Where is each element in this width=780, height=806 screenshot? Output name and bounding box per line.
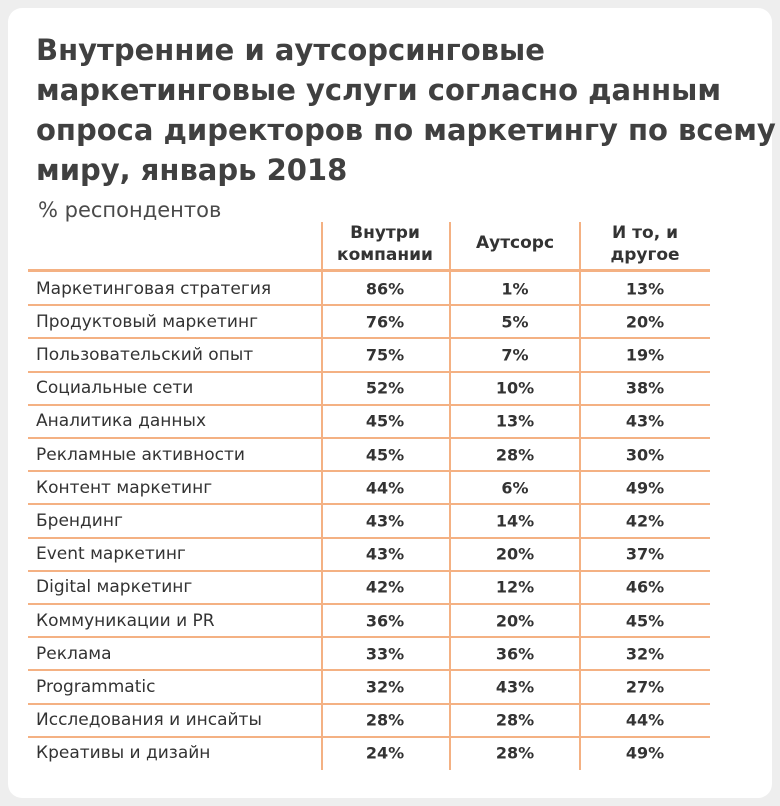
row-label: Аналитика данных: [36, 411, 206, 432]
row-label: Креативы и дизайн: [36, 743, 211, 764]
cell-value: 12%: [495, 577, 535, 597]
cell-value: 13%: [495, 411, 535, 431]
cell-value: 44%: [625, 710, 665, 730]
column-divider: [321, 222, 323, 770]
column-header: Внутри: [350, 223, 420, 243]
cell-value: 75%: [365, 345, 405, 365]
cell-value: 6%: [501, 478, 529, 498]
cell-value: 45%: [625, 611, 665, 631]
row-rule: [28, 569, 710, 572]
cell-value: 42%: [625, 511, 665, 531]
cell-value: 28%: [365, 710, 405, 730]
row-rule: [28, 669, 710, 672]
row-label: Реклама: [36, 643, 112, 664]
row-rule: [28, 337, 710, 340]
cell-value: 43%: [625, 411, 665, 431]
cell-value: 43%: [365, 511, 405, 531]
row-label: Продуктовый маркетинг: [36, 311, 259, 332]
cell-value: 52%: [365, 378, 405, 398]
cell-value: 36%: [495, 644, 535, 664]
row-label: Programmatic: [36, 677, 156, 697]
cell-value: 19%: [625, 345, 665, 365]
cell-value: 32%: [625, 644, 665, 664]
column-divider: [579, 222, 581, 770]
column-header: И то, и: [612, 223, 678, 243]
cell-value: 33%: [365, 644, 405, 664]
row-label: Рекламные активности: [36, 444, 245, 465]
row-label: Контент маркетинг: [36, 477, 213, 498]
subtitle: % респондентов: [38, 198, 222, 222]
cell-value: 20%: [495, 544, 535, 564]
title-line: миру, январь 2018: [36, 153, 348, 187]
column-header: компании: [337, 245, 433, 265]
cell-value: 28%: [495, 710, 535, 730]
row-rule: [28, 603, 710, 605]
row-rule: [28, 536, 710, 539]
cell-value: 10%: [495, 378, 535, 398]
card: Внутренние и аутсорсинговые маркетинговые…: [8, 8, 776, 798]
row-label: Исследования и инсайты: [36, 710, 262, 731]
row-label: Коммуникации и PR: [36, 610, 215, 631]
cell-value: 20%: [495, 611, 535, 631]
cell-value: 45%: [365, 411, 405, 431]
cell-value: 14%: [495, 511, 535, 531]
cell-value: 44%: [365, 478, 405, 498]
row-label: Пользовательский опыт: [36, 345, 254, 365]
cell-value: 49%: [625, 743, 665, 763]
cell-value: 24%: [365, 743, 405, 763]
cell-value: 7%: [501, 345, 529, 365]
cell-value: 28%: [495, 445, 535, 465]
header-rule: [28, 269, 710, 272]
cell-value: 20%: [625, 312, 665, 332]
row-label: Digital маркетинг: [36, 577, 193, 598]
cell-value: 46%: [625, 577, 665, 597]
cell-value: 36%: [365, 611, 405, 631]
row-label: Маркетинговая стратегия: [36, 278, 272, 299]
column-header: другое: [610, 245, 680, 265]
row-label: Брендинг: [36, 511, 123, 531]
cell-value: 37%: [625, 544, 665, 564]
column-divider: [449, 222, 451, 770]
cell-value: 43%: [365, 544, 405, 564]
row-label: Event маркетинг: [36, 544, 186, 565]
row-rule: [28, 636, 710, 639]
cell-value: 1%: [501, 279, 529, 299]
cell-value: 5%: [501, 312, 529, 332]
cell-value: 45%: [365, 445, 405, 465]
cell-value: 42%: [365, 577, 405, 597]
row-rule: [28, 403, 710, 406]
column-header: Аутсорс: [475, 233, 555, 253]
row-rule: [28, 470, 710, 473]
cell-value: 86%: [365, 279, 405, 299]
title-line: опроса директоров по маркетингу по всему: [36, 113, 776, 147]
row-label: Социальные сети: [36, 378, 194, 399]
cell-value: 13%: [625, 279, 665, 299]
row-rule: [28, 735, 710, 738]
cell-value: 49%: [625, 478, 665, 498]
title-line: маркетинговые услуги согласно данным: [36, 73, 722, 107]
cell-value: 27%: [625, 677, 665, 697]
cell-value: 28%: [495, 743, 535, 763]
cell-value: 30%: [625, 445, 665, 465]
row-rule: [28, 437, 710, 439]
cell-value: 38%: [625, 378, 665, 398]
cell-value: 32%: [365, 677, 405, 697]
row-rule: [28, 503, 710, 506]
title-line: Внутренние и аутсорсинговые: [36, 33, 545, 67]
cell-value: 76%: [365, 312, 405, 332]
row-rule: [28, 702, 710, 705]
cell-value: 43%: [495, 677, 535, 697]
row-rule: [28, 304, 710, 307]
row-rule: [28, 370, 710, 373]
